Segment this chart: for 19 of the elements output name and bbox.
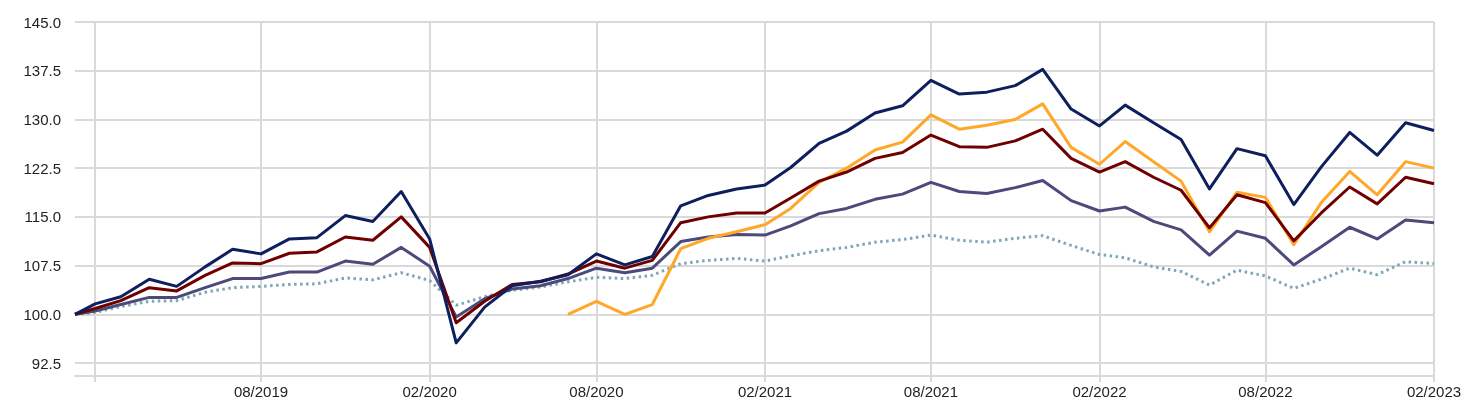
y-tick-label: 145.0: [23, 13, 61, 31]
x-tick-label: 08/2021: [903, 383, 959, 400]
line-series: [73, 127, 1436, 325]
line-series: [73, 178, 1436, 319]
y-tick-label: 92.5: [31, 354, 61, 372]
x-tick-label: 02/2022: [1072, 383, 1127, 400]
y-tick-label: 122.5: [23, 159, 61, 177]
y-tick-label: 107.5: [23, 257, 61, 275]
y-tick-label: 115.0: [24, 208, 61, 226]
x-tick-label: 08/2019: [233, 383, 289, 400]
y-tick-label: 100.0: [23, 305, 61, 323]
x-tick-label: 08/2020: [569, 383, 624, 400]
y-tick-label: 130.0: [23, 110, 61, 128]
line-series: [73, 67, 1436, 345]
x-tick-label: 02/2023: [1406, 383, 1462, 400]
x-tick-label: 02/2021: [737, 383, 793, 400]
y-tick-label: 137.5: [23, 62, 61, 80]
x-tick-label: 08/2022: [1238, 383, 1293, 400]
x-tick-label: 02/2020: [402, 383, 457, 400]
